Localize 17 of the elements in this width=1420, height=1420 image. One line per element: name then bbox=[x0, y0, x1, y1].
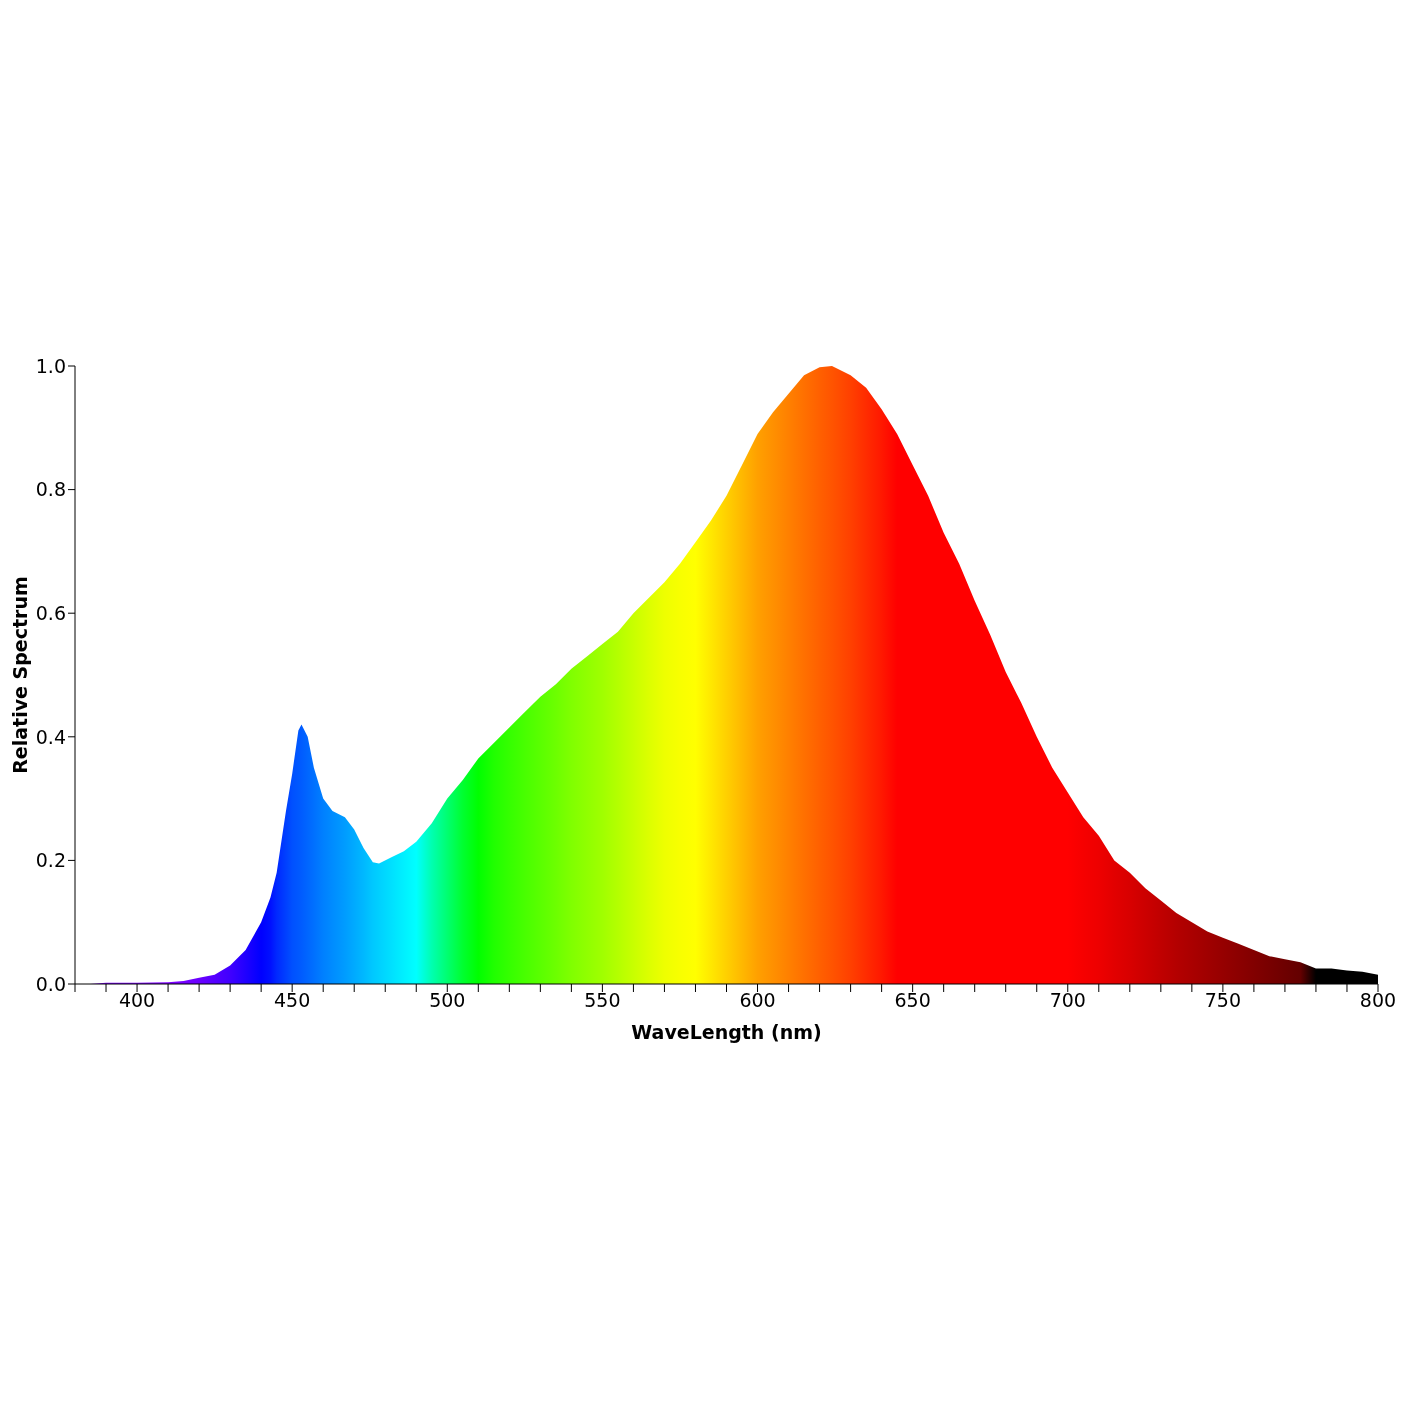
x-tick-label: 450 bbox=[274, 989, 311, 1012]
x-tick-label: 800 bbox=[1359, 989, 1397, 1012]
x-tick-label: 700 bbox=[1049, 989, 1086, 1012]
x-tick-label: 400 bbox=[118, 989, 156, 1012]
x-tick-label: 600 bbox=[739, 989, 776, 1012]
y-tick-label: 1.0 bbox=[35, 354, 66, 377]
x-tick-label: 750 bbox=[1204, 989, 1242, 1012]
y-tick-label: 0.2 bbox=[35, 849, 66, 872]
x-axis-title: WaveLength (nm) bbox=[631, 1021, 822, 1044]
y-tick-label: 0.0 bbox=[35, 972, 66, 995]
y-tick-label: 0.4 bbox=[35, 725, 66, 748]
y-tick-label: 0.6 bbox=[35, 601, 66, 624]
x-tick-label: 500 bbox=[429, 989, 466, 1012]
x-tick-label: 550 bbox=[584, 989, 621, 1012]
x-tick-label: 650 bbox=[894, 989, 931, 1012]
y-tick-label: 0.8 bbox=[35, 478, 66, 501]
y-axis-title: Relative Spectrum bbox=[8, 576, 31, 774]
